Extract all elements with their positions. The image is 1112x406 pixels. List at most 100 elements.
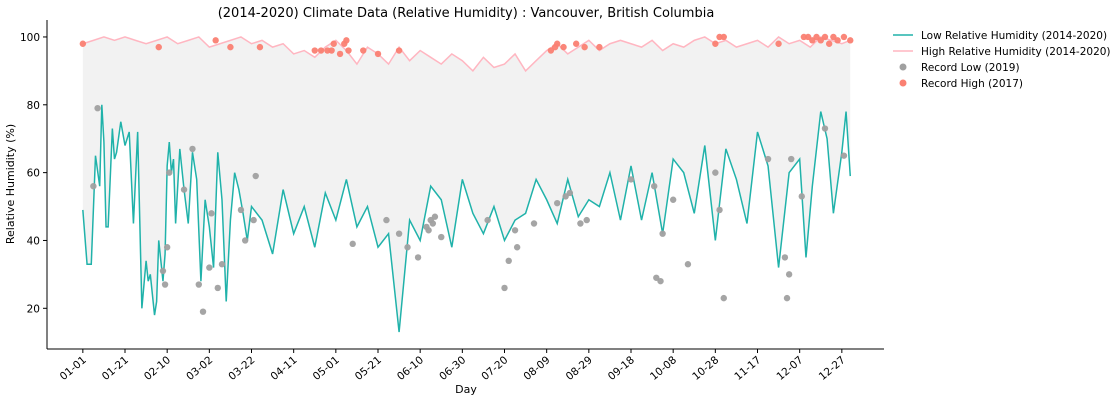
record-high-point — [212, 37, 219, 44]
record-low-point — [785, 271, 793, 278]
record-low-point — [218, 261, 226, 268]
record-low-point — [627, 176, 635, 183]
record-high-point — [825, 40, 833, 47]
record-low-point — [684, 261, 692, 268]
record-high-point — [560, 43, 567, 51]
record-high-point — [328, 47, 335, 54]
x-tick-label: 03-22 — [226, 354, 257, 383]
record-low-point — [180, 186, 188, 193]
record-low-point — [161, 281, 169, 288]
record-low-point — [657, 277, 664, 285]
x-tick-label: 01-01 — [58, 354, 89, 383]
record-high-point — [311, 47, 318, 54]
record-low-point — [505, 257, 512, 265]
record-low-point — [252, 172, 259, 180]
x-tick-label: 01-21 — [100, 354, 131, 383]
record-low-point — [764, 155, 772, 163]
legend-label: Low Relative Humidity (2014-2020) — [921, 30, 1107, 42]
record-low-point — [840, 152, 848, 159]
record-low-point — [788, 155, 795, 163]
record-low-point — [166, 169, 173, 176]
y-axis-label: Relative Humidity (%) — [4, 124, 17, 244]
record-low-point — [241, 237, 249, 244]
plot-area — [79, 33, 854, 333]
x-tick-label: 08-09 — [522, 354, 553, 383]
record-low-point — [214, 284, 221, 292]
record-low-point — [583, 216, 590, 224]
record-low-point — [712, 169, 719, 176]
record-high-point — [360, 47, 367, 54]
legend-label: High Relative Humidity (2014-2020) — [921, 46, 1111, 58]
x-tick-label: 12-07 — [775, 354, 806, 383]
legend-label: Record Low (2019) — [921, 62, 1020, 74]
record-high-point — [79, 40, 87, 47]
record-low-point — [94, 104, 101, 112]
record-low-point — [383, 216, 390, 224]
record-high-point — [775, 40, 782, 47]
record-low-point — [250, 216, 257, 224]
record-low-point — [159, 267, 167, 275]
record-high-point — [345, 47, 352, 54]
x-tick-label: 05-01 — [311, 354, 342, 383]
record-low-point — [783, 294, 791, 302]
record-high-point — [317, 47, 325, 54]
record-low-point — [650, 183, 658, 190]
x-tick-label: 03-02 — [184, 354, 215, 383]
record-low-point — [414, 254, 422, 261]
legend-item: High Relative Humidity (2014-2020) — [893, 46, 1111, 58]
record-low-point — [530, 220, 538, 227]
record-low-point — [501, 284, 508, 292]
y-tick-label: 20 — [27, 303, 40, 315]
x-tick-label: 09-18 — [606, 354, 637, 383]
chart-title: (2014-2020) Climate Data (Relative Humid… — [218, 6, 715, 21]
record-low-point — [659, 230, 666, 237]
fill-between-band — [82, 36, 851, 333]
record-low-point — [206, 264, 213, 271]
record-low-point — [237, 206, 245, 214]
legend-item: Low Relative Humidity (2014-2020) — [893, 30, 1107, 42]
legend-swatch-marker — [899, 79, 907, 87]
record-low-point — [716, 206, 723, 214]
record-high-point — [336, 50, 344, 58]
record-low-point — [798, 193, 805, 200]
record-low-point — [511, 227, 519, 234]
record-low-point — [163, 244, 171, 251]
record-high-point — [821, 33, 829, 41]
record-high-point — [227, 43, 234, 51]
legend-label: Record High (2017) — [921, 78, 1023, 90]
y-tick-label: 40 — [27, 235, 40, 247]
record-low-point — [513, 244, 521, 251]
record-high-point — [834, 37, 841, 44]
record-low-point — [425, 227, 432, 234]
y-tick-label: 60 — [27, 168, 40, 180]
x-tick-label: 04-11 — [269, 354, 300, 383]
record-high-point — [847, 37, 854, 44]
record-low-point — [199, 308, 207, 315]
y-ticks: 20 40 60 80 100 — [20, 32, 47, 315]
record-high-point — [596, 43, 603, 51]
series-lines — [82, 36, 852, 333]
x-tick-label: 10-28 — [690, 354, 721, 383]
record-low-point — [438, 233, 445, 241]
record-low-point — [90, 183, 97, 190]
record-high-point — [343, 37, 350, 44]
record-high-point — [572, 40, 580, 47]
record-high-point — [554, 40, 561, 47]
record-low-point — [195, 281, 202, 288]
record-low-point — [484, 216, 491, 224]
record-low-point — [669, 196, 677, 203]
record-high-point — [256, 43, 264, 51]
x-tick-label: 06-30 — [437, 354, 468, 383]
record-high-point — [374, 50, 382, 58]
record-high-point — [330, 40, 337, 47]
record-low-point — [404, 244, 411, 251]
record-low-point — [554, 199, 561, 207]
record-low-point — [720, 294, 727, 302]
high-humidity-line — [82, 36, 851, 73]
record-high-point — [581, 43, 588, 51]
x-tick-label: 02-10 — [142, 354, 173, 383]
low-humidity-line — [82, 104, 852, 333]
legend-item: Record High (2017) — [899, 78, 1023, 90]
record-high-point — [712, 40, 719, 47]
